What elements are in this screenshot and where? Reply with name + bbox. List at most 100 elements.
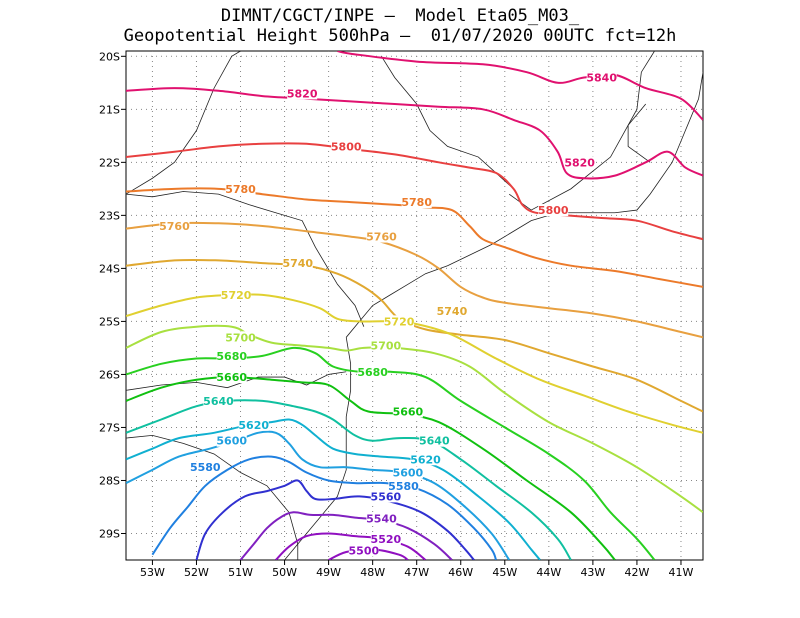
x-tick-label: 46W: [448, 566, 473, 579]
title-line-2: Geopotential Height 500hPa – 01/07/2020 …: [123, 26, 677, 46]
contour-label-bg: [384, 315, 415, 328]
x-tick-label: 47W: [404, 566, 429, 579]
contour-label: 5680: [357, 366, 388, 379]
contour-label-bg: [392, 466, 423, 479]
y-tick-label: 24S: [99, 262, 120, 275]
contour-label: 5700: [225, 331, 256, 344]
contour-label-bg: [366, 512, 397, 525]
title-line-1: DIMNT/CGCT/INPE – Model Eta05_M03_: [220, 6, 580, 26]
contour-5800: [126, 142, 703, 241]
y-tick-label: 26S: [99, 368, 120, 381]
contour-label-bg: [331, 140, 362, 153]
contour-label-bg: [216, 349, 247, 362]
contour-label-bg: [348, 544, 379, 557]
contour-label: 5640: [203, 395, 234, 408]
contour-label: 5780: [225, 183, 256, 196]
contour-label: 5540: [366, 513, 397, 526]
contour-label-bg: [159, 219, 190, 232]
contour-5820: [126, 87, 703, 180]
x-tick-label: 48W: [360, 566, 385, 579]
contour-label: 5680: [216, 350, 247, 363]
contour-label-bg: [370, 490, 401, 503]
contour-labels: 5840 5820 5820 5800 5800 5780 5780 5760 5760 5740…: [159, 71, 617, 557]
border-line: [381, 56, 514, 190]
contour-label: 5800: [331, 140, 362, 153]
contour-5700: [126, 324, 703, 514]
contour-label: 5780: [401, 196, 432, 209]
x-tick-label: 41W: [669, 566, 694, 579]
contour-5520: [275, 532, 427, 560]
border-line: [508, 51, 655, 211]
contour-label: 5620: [410, 453, 441, 466]
contour-label: 5560: [371, 490, 402, 503]
contour-5600: [126, 430, 511, 560]
contour-5840: [337, 51, 703, 121]
contour-label-bg: [564, 156, 595, 169]
contour-5540: [239, 511, 453, 560]
y-tick-label: 29S: [99, 527, 120, 540]
border-line: [126, 51, 241, 195]
contour-label: 5740: [437, 305, 468, 318]
contour-label-bg: [216, 371, 247, 384]
border-line: [627, 103, 651, 163]
contour-label: 5580: [190, 461, 221, 474]
contour-label-bg: [392, 405, 423, 418]
contour-label-bg: [203, 394, 234, 407]
contour-label: 5700: [371, 339, 402, 352]
contour-label: 5820: [287, 87, 318, 100]
contour-label-bg: [388, 479, 419, 492]
y-tick-label: 27S: [99, 421, 120, 434]
contour-label: 5820: [564, 156, 595, 169]
x-tick-label: 53W: [140, 566, 165, 579]
contour-label: 5580: [388, 480, 419, 493]
contour-label-bg: [225, 182, 256, 195]
contour-label-bg: [401, 196, 432, 209]
contour-label: 5640: [419, 435, 450, 448]
contour-5760: [126, 221, 703, 339]
x-tick-label: 45W: [492, 566, 517, 579]
contour-label: 5660: [393, 406, 424, 419]
contour-label-bg: [238, 418, 269, 431]
contour-label: 5600: [216, 435, 247, 448]
y-tick-label: 20S: [99, 50, 120, 63]
contour-label: 5500: [349, 544, 380, 557]
contour-label-bg: [419, 434, 450, 447]
contour-label: 5620: [238, 419, 269, 432]
x-tick-label: 51W: [228, 566, 253, 579]
contour-label-bg: [225, 331, 256, 344]
longitude-axis: 53W 52W 51W 50W 49W 48W 47W 46W 45W 44W 43W 42W 41W: [140, 560, 694, 579]
contour-label-bg: [538, 204, 569, 217]
contour-5660: [126, 376, 616, 560]
contour-5680: [126, 346, 656, 560]
contour-label-bg: [370, 532, 401, 545]
y-tick-label: 22S: [99, 156, 120, 169]
contour-label-bg: [436, 304, 467, 317]
x-tick-label: 52W: [184, 566, 209, 579]
contour-label-bg: [221, 288, 252, 301]
latitude-axis: 20S 21S 22S 23S 24S 25S 26S 27S 28S 29S: [99, 50, 126, 540]
border-line: [126, 434, 299, 560]
contour-label-bg: [357, 365, 388, 378]
contour-label: 5740: [282, 257, 313, 270]
contour-label: 5520: [371, 533, 402, 546]
contour-label: 5760: [159, 220, 190, 233]
map-frame: [125, 50, 704, 561]
x-tick-label: 44W: [536, 566, 561, 579]
contour-label-bg: [586, 71, 617, 84]
contour-5620: [126, 418, 541, 560]
contour-label-bg: [287, 87, 318, 100]
contour-label: 5720: [221, 289, 252, 302]
y-tick-label: 21S: [99, 103, 120, 116]
contour-5740: [126, 258, 703, 413]
contour-label: 5840: [586, 72, 617, 85]
contour-label-bg: [370, 339, 401, 352]
contour-label-bg: [190, 461, 221, 474]
border-line: [126, 191, 365, 327]
contour-label: 5760: [366, 231, 397, 244]
y-tick-label: 25S: [99, 315, 120, 328]
contour-label-bg: [282, 257, 313, 270]
contour-label: 5800: [538, 204, 569, 217]
contour-label: 5720: [384, 315, 415, 328]
x-tick-label: 49W: [316, 566, 341, 579]
